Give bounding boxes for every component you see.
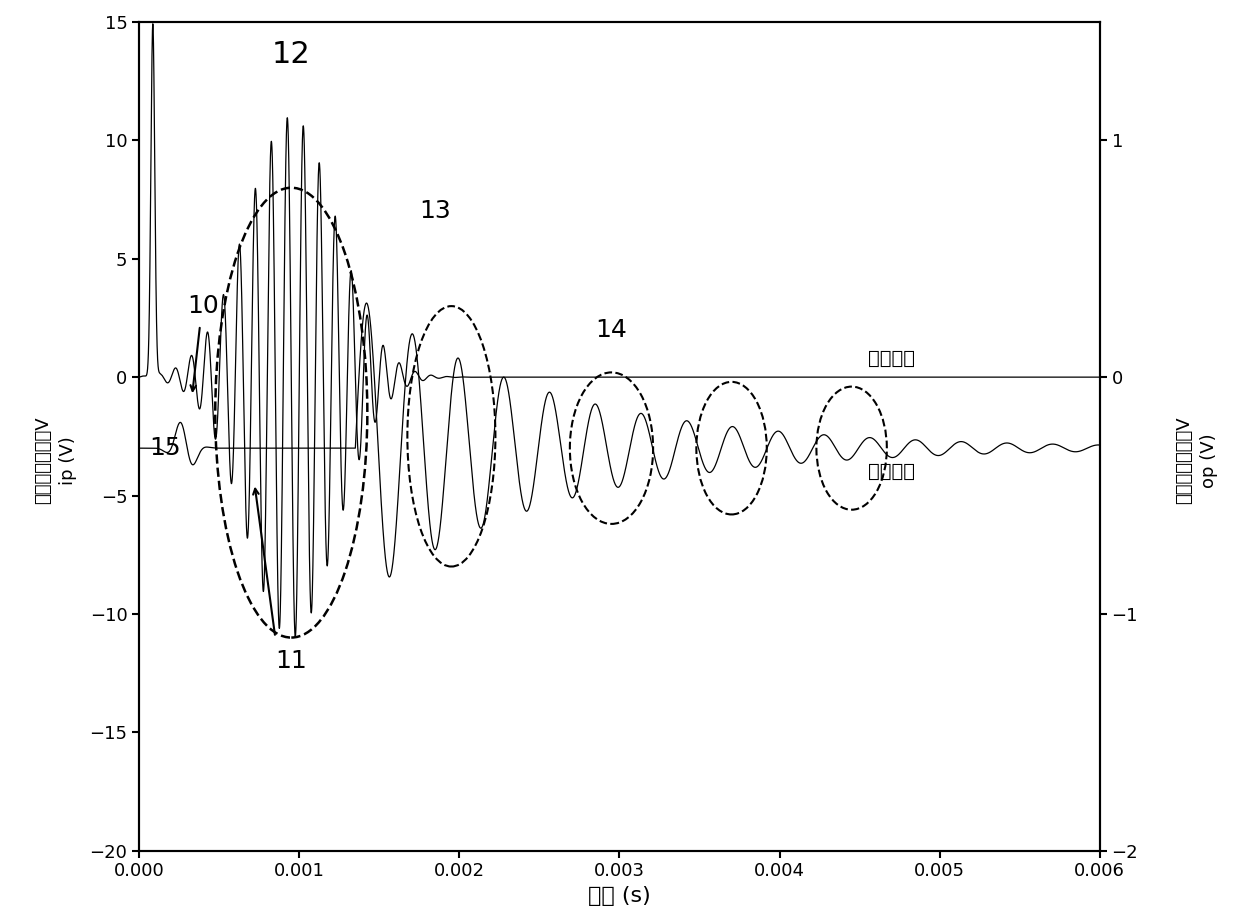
Text: 15: 15 bbox=[150, 437, 181, 460]
Text: 10: 10 bbox=[187, 294, 219, 318]
Text: 激励信号: 激励信号 bbox=[868, 349, 915, 367]
Text: 接收信号: 接收信号 bbox=[868, 462, 915, 482]
Text: 13: 13 bbox=[419, 199, 451, 223]
Text: 接收信号电压，V: 接收信号电压，V bbox=[1176, 416, 1193, 505]
Text: 11: 11 bbox=[275, 649, 308, 673]
Text: 14: 14 bbox=[595, 318, 627, 342]
Text: 激励信号电压，V: 激励信号电压，V bbox=[35, 416, 52, 505]
Text: op (V): op (V) bbox=[1200, 433, 1218, 488]
Text: ip (V): ip (V) bbox=[60, 437, 77, 484]
Text: 12: 12 bbox=[272, 41, 311, 69]
X-axis label: 时间 (s): 时间 (s) bbox=[588, 886, 651, 906]
